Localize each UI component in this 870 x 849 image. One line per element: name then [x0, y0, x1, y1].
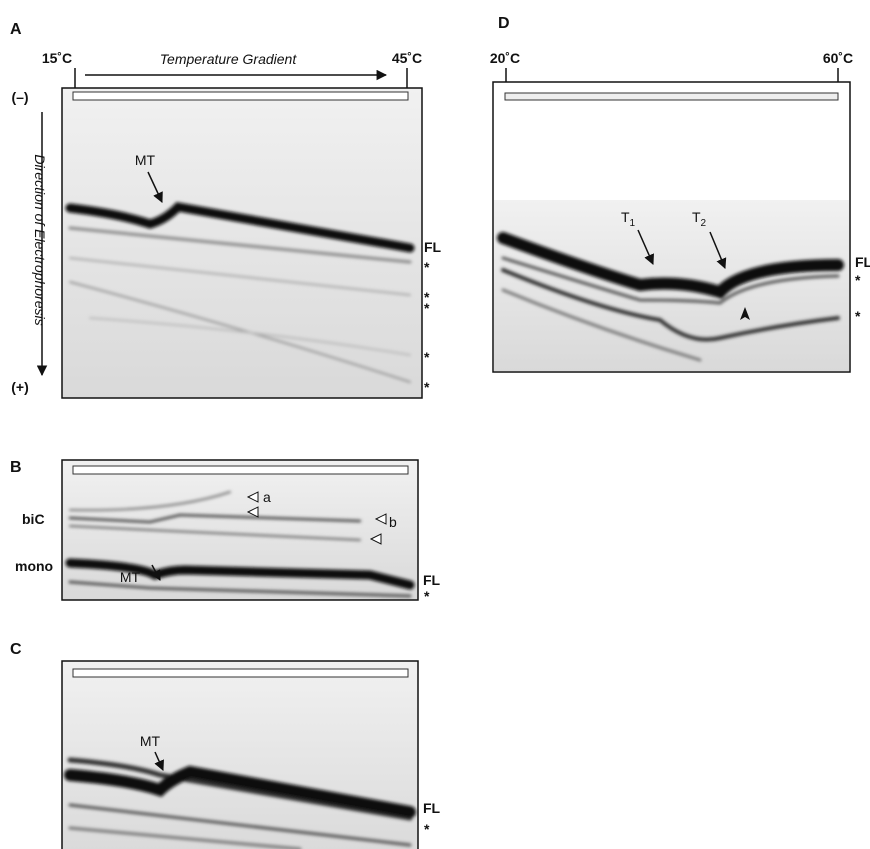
well — [72, 91, 409, 101]
well — [72, 465, 409, 475]
polarity-bottom: (+) — [11, 379, 29, 395]
marker-arrow — [150, 564, 161, 581]
asterisk: * — [424, 349, 430, 365]
panel-b: B biC mono MT a b FL * — [10, 459, 441, 604]
temp-end: 60˚C — [823, 50, 853, 66]
arrowheads — [246, 491, 387, 545]
asterisk: * — [855, 272, 861, 288]
panel-label: D — [498, 15, 510, 32]
band-label: FL — [423, 572, 441, 588]
panel-c: C MT FL * — [10, 641, 441, 849]
transition-arrow — [709, 231, 727, 269]
marker-arrow — [154, 751, 164, 771]
asterisk: * — [855, 308, 861, 324]
arrow-label: b — [389, 514, 397, 530]
bands — [65, 202, 415, 383]
arrowhead — [740, 307, 750, 320]
asterisk: * — [424, 300, 430, 316]
row-label: mono — [15, 558, 53, 574]
direction-label: Direction of Electrophoresis — [32, 154, 48, 325]
temp-start: 20˚C — [490, 50, 520, 66]
gradient-label: Temperature Gradient — [160, 51, 298, 67]
transition-arrow — [637, 229, 654, 265]
band-label: FL — [424, 239, 442, 255]
well — [504, 92, 839, 101]
marker-arrow — [147, 171, 163, 203]
well — [72, 668, 409, 678]
row-label: biC — [22, 511, 45, 527]
gel — [61, 660, 419, 849]
temp-end: 45˚C — [392, 50, 422, 66]
band-label: FL — [855, 254, 870, 270]
bands — [497, 232, 844, 362]
panel-d: D 20˚C 60˚C T1 T2 FL * * — [490, 15, 870, 373]
marker-label: MT — [120, 569, 141, 585]
arrow-label: a — [263, 489, 271, 505]
panel-label: A — [10, 21, 22, 38]
transition-label: T1 — [621, 209, 636, 229]
panel-label: C — [10, 641, 22, 658]
asterisk: * — [424, 821, 430, 837]
asterisk: * — [424, 259, 430, 275]
marker-label: MT — [140, 733, 161, 749]
asterisk: * — [424, 588, 430, 604]
asterisk: * — [424, 289, 430, 305]
panel-label: B — [10, 459, 22, 476]
panel-a: A 15˚C 45˚C Temperature Gradient (–) (+)… — [10, 21, 442, 399]
transition-label: T2 — [692, 209, 707, 229]
asterisk: * — [424, 379, 430, 395]
marker-label: MT — [135, 152, 156, 168]
temp-start: 15˚C — [42, 50, 72, 66]
polarity-top: (–) — [11, 89, 28, 105]
bands — [64, 757, 416, 849]
band-label: FL — [423, 800, 441, 816]
